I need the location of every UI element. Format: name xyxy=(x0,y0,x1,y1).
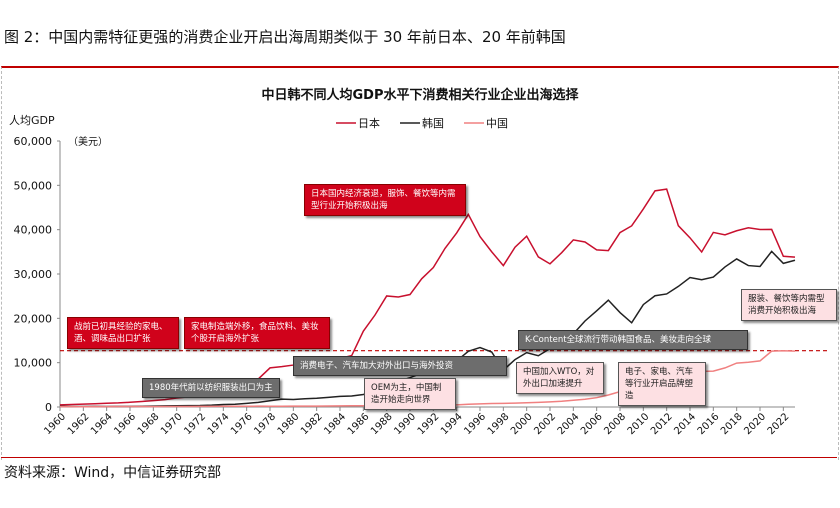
y-tick-label: 0 xyxy=(45,401,52,414)
annotation-appliance-offshore: 家电制造端外移，食品饮料、美妆个股开启海外扩张 xyxy=(184,317,330,349)
y-axis-label: 人均GDP xyxy=(9,114,55,127)
x-tick-label: 1966 xyxy=(112,411,138,437)
y-axis-unit: （美元） xyxy=(68,135,108,148)
legend-label: 中国 xyxy=(486,117,508,130)
annotation-china-outbound: 服装、餐饮等内需型消费开始积极出海 xyxy=(741,289,837,321)
legend: 日本 韩国 中国 xyxy=(336,116,508,130)
x-tick-label: 1998 xyxy=(486,411,512,437)
x-tick-label: 1996 xyxy=(462,411,488,437)
y-tick-label: 20,000 xyxy=(14,312,53,325)
x-tick-label: 1980 xyxy=(276,411,302,437)
divider xyxy=(1,457,837,458)
y-tick-label: 10,000 xyxy=(14,357,53,370)
x-tick-label: 2012 xyxy=(649,411,675,437)
x-tick-label: 1984 xyxy=(322,411,348,437)
x-tick-label: 1962 xyxy=(66,411,92,437)
annotation-prewar-export: 战前已初具经验的家电、酒、调味品出口扩张 xyxy=(67,317,179,349)
x-tick-label: 2016 xyxy=(696,411,722,437)
chart-title: 中日韩不同人均GDP水平下消费相关行业企业出海选择 xyxy=(262,87,580,103)
legend-label: 日本 xyxy=(358,116,380,130)
x-tick-label: 1990 xyxy=(392,411,418,437)
annotation-oem: OEM为主，中国制造开始走向世界 xyxy=(364,378,456,410)
x-tick-label: 1960 xyxy=(42,411,68,437)
annotation-wto: 中国加入WTO，对外出口加速提升 xyxy=(516,362,604,394)
x-tick-label: 2018 xyxy=(719,411,745,437)
figure-title: 图 2：中国内需特征更强的消费企业开启出海周期类似于 30 年前日本、20 年前… xyxy=(4,28,566,46)
y-tick-label: 60,000 xyxy=(14,135,53,148)
annotation-japan-recession: 日本国内经济衰退，服饰、餐饮等内需型行业开始积极出海 xyxy=(304,184,466,216)
x-tick-label: 1970 xyxy=(159,411,185,437)
legend-label: 韩国 xyxy=(422,116,444,130)
x-tick-label: 2006 xyxy=(579,411,605,437)
annotation-k-content: K-Content全球流行带动韩国食品、美妆走向全球 xyxy=(518,330,748,350)
x-tick-label: 2000 xyxy=(509,411,535,437)
x-tick-label: 2010 xyxy=(626,411,652,437)
x-tick-label: 2020 xyxy=(742,411,768,437)
x-tick-label: 2014 xyxy=(672,411,698,437)
x-tick-label: 2004 xyxy=(556,411,582,437)
annotation-textile-export: 1980年代前以纺织服装出口为主 xyxy=(142,378,280,398)
y-tick-label: 50,000 xyxy=(14,179,53,192)
x-tick-label: 2008 xyxy=(602,411,628,437)
chart-frame xyxy=(1,66,839,460)
x-tick-label: 1992 xyxy=(416,411,442,437)
x-tick-label: 1994 xyxy=(439,411,465,437)
annotation-brand-building: 电子、家电、汽车等行业开启品牌塑造 xyxy=(618,362,706,406)
x-tick-label: 1974 xyxy=(206,411,232,437)
x-tick-label: 2002 xyxy=(532,411,558,437)
x-tick-label: 1978 xyxy=(252,411,278,437)
x-tick-label: 1988 xyxy=(369,411,395,437)
x-tick-label: 2022 xyxy=(766,411,792,437)
y-tick-label: 30,000 xyxy=(14,268,53,281)
x-tick-label: 1972 xyxy=(182,411,208,437)
annotation-electronics-export: 消费电子、汽车加大对外出口与海外投资 xyxy=(293,356,507,376)
x-tick-label: 1986 xyxy=(346,411,372,437)
x-tick-label: 1964 xyxy=(89,411,115,437)
y-tick-label: 40,000 xyxy=(14,224,53,237)
x-tick-label: 1976 xyxy=(229,411,255,437)
source-note: 资料来源：Wind，中信证券研究部 xyxy=(4,465,222,481)
x-tick-label: 1982 xyxy=(299,411,325,437)
x-tick-label: 1968 xyxy=(136,411,162,437)
